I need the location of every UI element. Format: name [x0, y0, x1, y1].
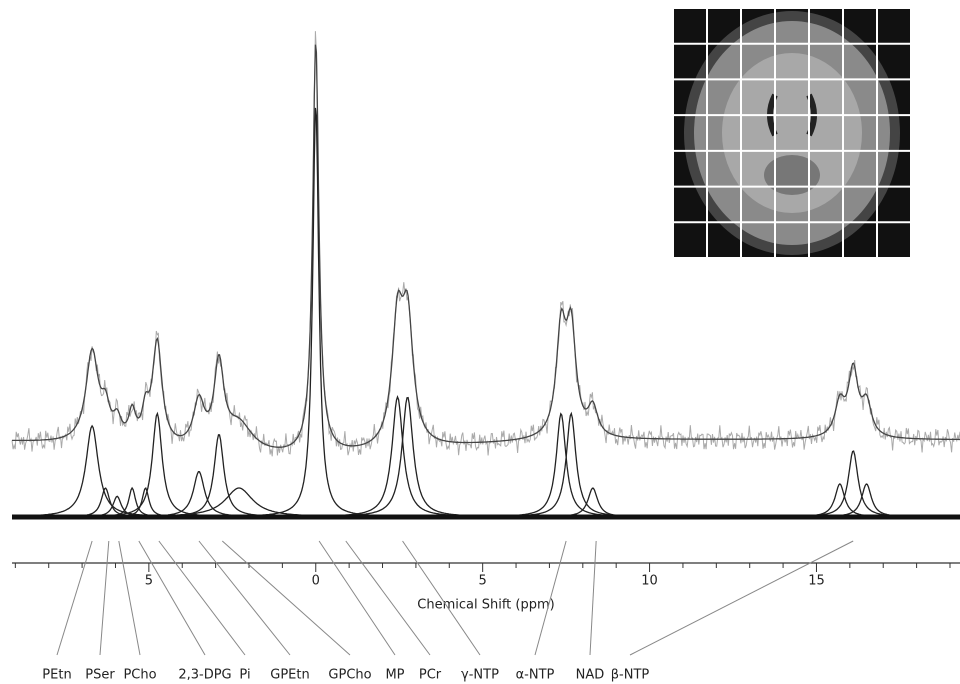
label-leader: [119, 541, 140, 655]
metabolite-label: MP: [385, 668, 404, 683]
metabolite-label: PCr: [419, 668, 442, 683]
metabolite-label: 2,3-DPG: [178, 668, 231, 683]
component-peak: [12, 472, 960, 517]
x-tick-label: 15: [808, 574, 825, 589]
metabolite-label: β-NTP: [611, 668, 650, 683]
x-tick-label: 5: [479, 574, 487, 589]
label-leader: [199, 541, 290, 655]
label-leader: [630, 541, 853, 655]
component-peak: [12, 398, 960, 517]
component-peak: [12, 435, 960, 517]
label-leader: [57, 541, 92, 655]
component-peak: [12, 397, 960, 517]
metabolite-label: α-NTP: [516, 668, 555, 683]
label-leader: [590, 541, 596, 655]
metabolite-label: GPCho: [328, 668, 371, 683]
metabolite-label: PSer: [85, 668, 115, 683]
chart: Chemical Shift (ppm) 5 0 5 10 15 PEtn PSer PCho…: [0, 0, 960, 684]
mri-inset: [673, 8, 911, 258]
component-peak: [12, 488, 960, 517]
metabolite-label: PEtn: [42, 668, 71, 683]
label-leader: [100, 541, 109, 655]
metabolite-label: GPEtn: [270, 668, 309, 683]
x-tick-label: 10: [641, 574, 658, 589]
x-tick-label: 5: [145, 574, 153, 589]
x-axis-title: Chemical Shift (ppm): [417, 598, 554, 613]
metabolite-label: γ-NTP: [461, 668, 499, 683]
component-peak: [12, 488, 960, 517]
component-peak: [12, 488, 960, 517]
metabolite-label: PCho: [123, 668, 156, 683]
component-peak: [12, 488, 960, 517]
metabolite-label: NAD: [576, 668, 605, 683]
component-peak: [12, 488, 960, 517]
component-peak: [12, 496, 960, 517]
component-peak: [12, 451, 960, 517]
metabolite-label: Pi: [239, 668, 250, 683]
x-tick-label: 0: [312, 574, 320, 589]
